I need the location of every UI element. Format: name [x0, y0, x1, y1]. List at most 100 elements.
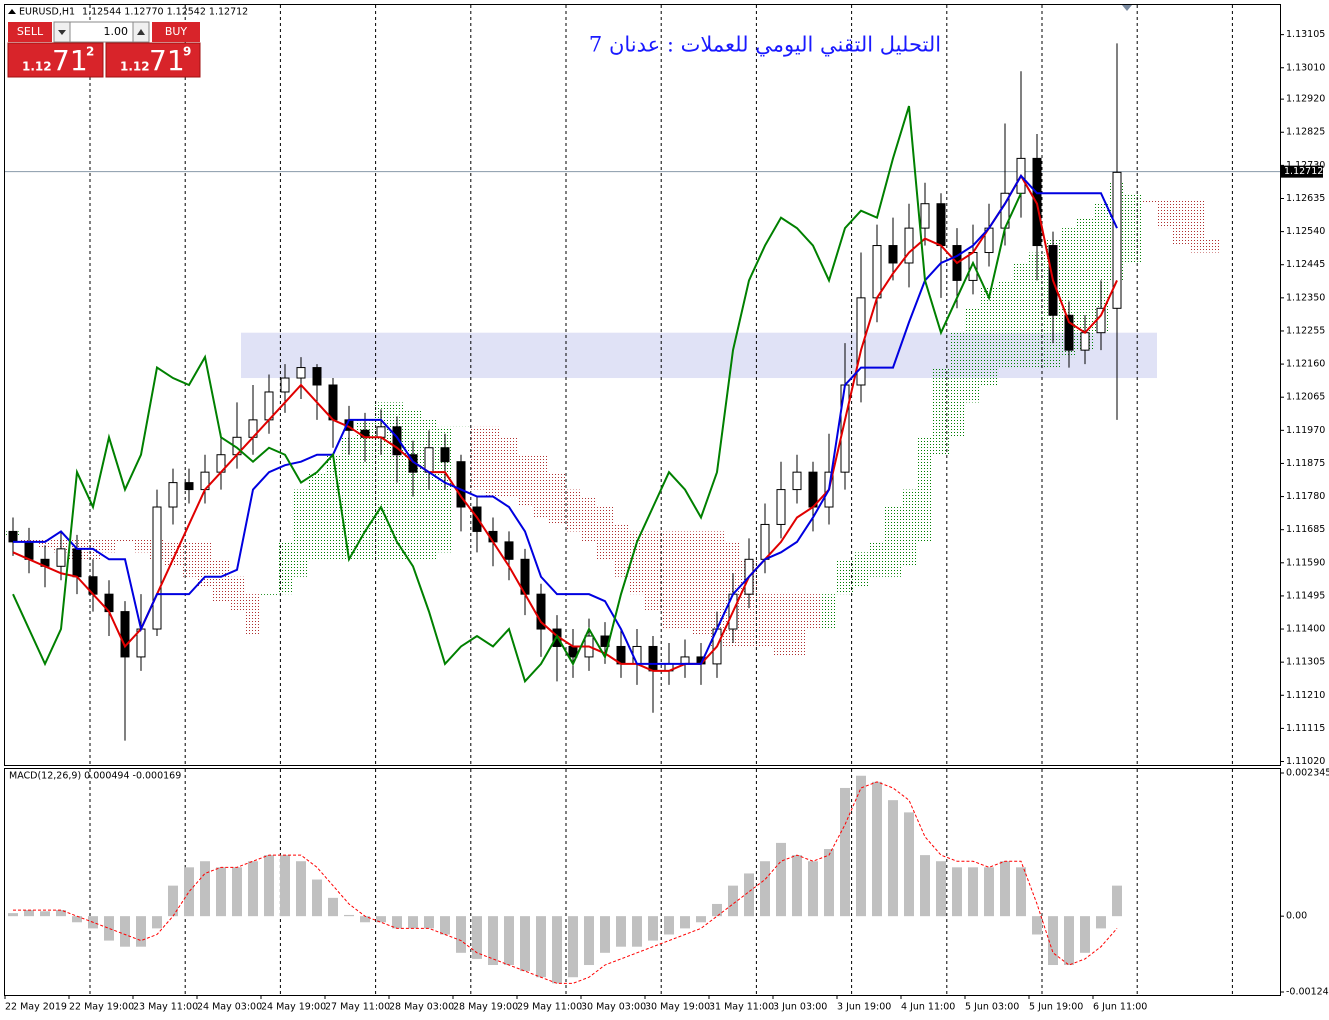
buy-label[interactable]: BUY [165, 25, 188, 38]
sell-button[interactable] [8, 22, 52, 42]
x-tick-label: 28 May 03:00 [389, 1002, 454, 1013]
macd-bar [824, 849, 834, 917]
buy-price-fraction[interactable]: 9 [183, 45, 191, 59]
cloud-segment [1157, 200, 1173, 229]
cloud-segment [277, 541, 293, 595]
macd-bar [392, 916, 402, 929]
ohlc-header: 1.12544 1.12770 1.12542 1.12712 [82, 7, 248, 18]
x-tick-label: 22 May 19:00 [69, 1002, 134, 1013]
macd-bar [552, 916, 562, 984]
macd-bar [776, 842, 786, 917]
x-tick-label: 22 May 2019 [5, 1002, 67, 1013]
sell-label[interactable]: SELL [17, 25, 44, 38]
cloud-segment [245, 594, 261, 637]
buy-price-box[interactable] [105, 42, 201, 78]
macd-bar [632, 916, 642, 947]
lot-value[interactable]: 1.00 [104, 25, 129, 38]
shift-marker [1122, 5, 1132, 11]
candle-body [776, 489, 786, 525]
cloud-segment [213, 559, 229, 602]
macd-bar [792, 855, 802, 917]
macd-bar [1016, 867, 1026, 917]
macd-bar [152, 916, 162, 929]
macd-bar [728, 885, 738, 917]
cloud-segment [1077, 217, 1093, 351]
macd-bar [488, 916, 498, 966]
macd-bar [136, 916, 146, 947]
x-tick-label: 24 May 19:00 [261, 1002, 326, 1013]
macd-bar [280, 855, 290, 917]
y-tick-label: 1.11305 [1286, 657, 1325, 668]
sell-price-prefix[interactable]: 1.12 [22, 60, 52, 74]
cloud-segment [501, 437, 517, 497]
x-tick-label: 23 May 11:00 [133, 1002, 198, 1013]
x-tick-label: 6 Jun 11:00 [1093, 1002, 1147, 1013]
cloud-segment [709, 531, 725, 647]
buy-price-pips[interactable]: 71 [149, 44, 185, 77]
candle-body [568, 645, 578, 658]
macd-bar [24, 910, 34, 917]
macd-bar [504, 916, 514, 966]
macd-bar [424, 916, 434, 929]
cloud-segment [885, 507, 901, 577]
macd-bar [264, 855, 274, 917]
candle-body [8, 530, 18, 543]
macd-bar [1064, 916, 1074, 966]
cloud-segment [693, 531, 709, 637]
y-tick-label: 1.11400 [1286, 624, 1325, 635]
macd-bar [856, 775, 866, 917]
candle-body [152, 506, 162, 630]
candle-body [120, 611, 130, 658]
sell-price-box[interactable] [7, 42, 104, 78]
macd-bar [600, 916, 610, 953]
candle-body [296, 367, 306, 379]
candle-body [856, 297, 866, 386]
cloud-segment [805, 594, 821, 630]
candle-body [1080, 332, 1090, 351]
x-tick-label: 3 Jun 03:00 [773, 1002, 827, 1013]
candle-body [440, 447, 450, 463]
y-tick-label: 1.11970 [1286, 425, 1325, 436]
macd-bar [520, 916, 530, 972]
macd-label: MACD(12,26,9) 0.000494 -0.000169 [9, 771, 181, 782]
candle-body [456, 461, 466, 508]
y-tick-label: 1.11685 [1286, 524, 1325, 535]
macd-bar [184, 867, 194, 917]
macd-bar [40, 911, 50, 917]
macd-bar [712, 903, 722, 917]
cloud-segment [901, 489, 917, 567]
trade-panel: SELL 1.00 BUY 1.12 71 2 1.12 71 9 [7, 21, 201, 78]
macd-bar [984, 867, 994, 917]
macd-bar [312, 879, 322, 917]
cloud-segment [309, 472, 325, 560]
macd-bar [584, 916, 594, 966]
cloud-segment [1141, 200, 1157, 204]
candle-body [536, 593, 546, 630]
cloud-segment [581, 496, 597, 542]
sell-price-fraction[interactable]: 2 [86, 45, 94, 59]
buy-price-prefix[interactable]: 1.12 [120, 60, 150, 74]
candle-body [680, 656, 690, 665]
macd-bar [472, 916, 482, 959]
current-price-box [1281, 165, 1323, 178]
macd-bar [952, 867, 962, 917]
cloud-segment [517, 454, 533, 508]
cloud-segment [997, 280, 1013, 368]
macd-bar [232, 867, 242, 917]
cloud-segment [965, 308, 981, 403]
cloud-segment [1173, 200, 1189, 246]
macd-bar [376, 916, 386, 923]
cloud-segment [373, 402, 389, 560]
candle-body [936, 203, 946, 247]
cloud-segment [677, 531, 693, 630]
cloud-segment [565, 489, 581, 532]
candle-body [1096, 307, 1106, 334]
macd-bar [568, 916, 578, 978]
buy-button[interactable] [152, 22, 200, 42]
y-tick-label: 1.11780 [1286, 491, 1325, 502]
macd-bar [8, 913, 18, 917]
macd-bar [1032, 916, 1042, 935]
cloud-segment [133, 538, 149, 553]
sell-price-pips[interactable]: 71 [52, 44, 88, 77]
cloud-segment [101, 538, 117, 553]
